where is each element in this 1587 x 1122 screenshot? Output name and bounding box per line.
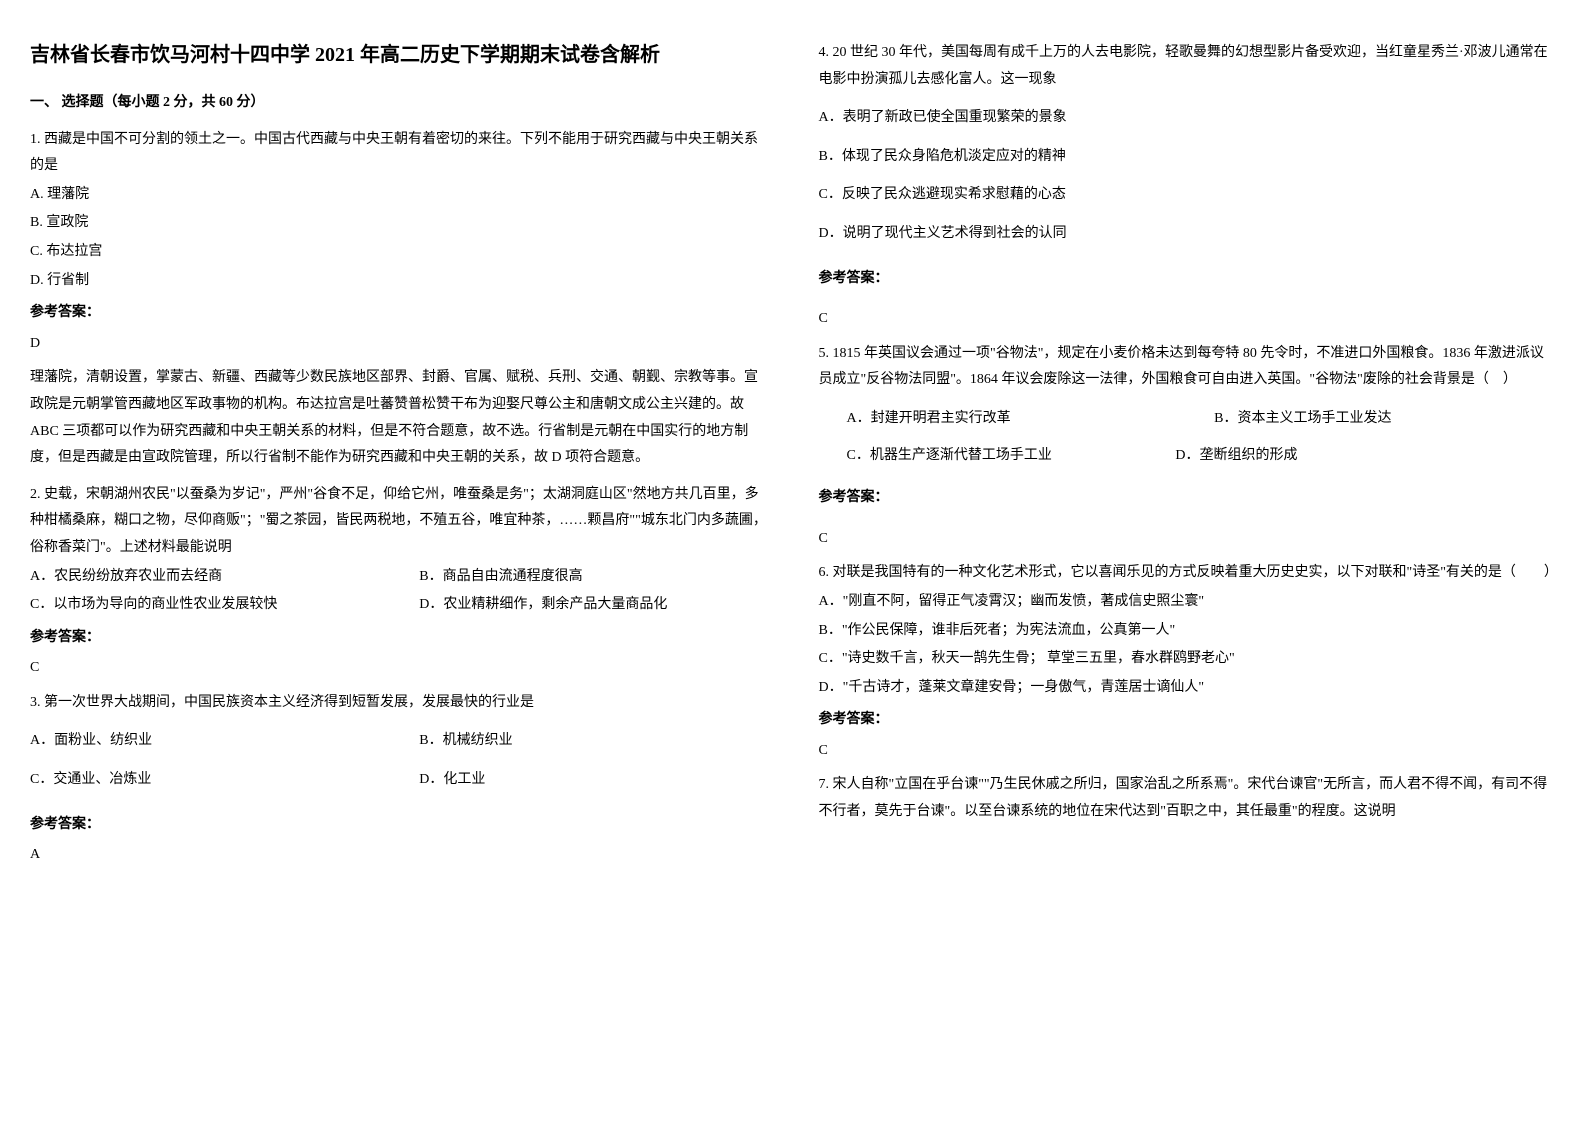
answer-label: 参考答案： — [30, 300, 769, 327]
question-5: 5. 1815 年英国议会通过一项"谷物法"，规定在小麦价格未达到每夸特 80 … — [819, 341, 1558, 553]
option-b: B．机械纺织业 — [419, 728, 768, 755]
option-c: C. 布达拉宫 — [30, 239, 769, 266]
question-text: 3. 第一次世界大战期间，中国民族资本主义经济得到短暂发展，发展最快的行业是 — [30, 690, 769, 717]
option-a: A．封建开明君主实行改革 — [847, 406, 1011, 433]
question-text: 5. 1815 年英国议会通过一项"谷物法"，规定在小麦价格未达到每夸特 80 … — [819, 341, 1558, 394]
question-2: 2. 史载，宋朝湖州农民"以蚕桑为岁记"，严州"谷食不足，仰给它州，唯蚕桑是务"… — [30, 482, 769, 682]
option-a: A．表明了新政已使全国重现繁荣的景象 — [819, 105, 1558, 132]
answer-value: C — [819, 526, 1558, 553]
answer-value: C — [30, 655, 769, 682]
option-c: C．反映了民众逃避现实希求慰藉的心态 — [819, 182, 1558, 209]
answer-value: C — [819, 738, 1558, 765]
option-d: D. 行省制 — [30, 268, 769, 295]
question-6: 6. 对联是我国特有的一种文化艺术形式，它以喜闻乐见的方式反映着重大历史史实，以… — [819, 560, 1558, 764]
option-b: B. 宣政院 — [30, 210, 769, 237]
option-d: D．说明了现代主义艺术得到社会的认同 — [819, 221, 1558, 248]
question-text: 4. 20 世纪 30 年代，美国每周有成千上万的人去电影院，轻歌曼舞的幻想型影… — [819, 40, 1558, 93]
option-b: B．体现了民众身陷危机淡定应对的精神 — [819, 144, 1558, 171]
answer-explanation: 理藩院，清朝设置，掌蒙古、新疆、西藏等少数民族地区部界、封爵、官属、赋税、兵刑、… — [30, 365, 769, 471]
option-b: B．资本主义工场手工业发达 — [1214, 406, 1391, 433]
question-text: 7. 宋人自称"立国在乎台谏""乃生民休戚之所归，国家治乱之所系焉"。宋代台谏官… — [819, 772, 1558, 825]
left-column: 吉林省长春市饮马河村十四中学 2021 年高二历史下学期期末试卷含解析 一、 选… — [30, 40, 769, 877]
answer-label: 参考答案： — [30, 625, 769, 652]
option-a: A．面粉业、纺织业 — [30, 728, 379, 755]
question-text: 1. 西藏是中国不可分割的领土之一。中国古代西藏与中央王朝有着密切的来往。下列不… — [30, 127, 769, 180]
section-header: 一、 选择题（每小题 2 分，共 60 分） — [30, 90, 769, 117]
option-c: C．"诗史数千言，秋天一鹄先生骨； 草堂三五里，春水群鸥野老心" — [819, 646, 1558, 673]
option-row: C．以市场为导向的商业性农业发展较快 D．农业精耕细作，剩余产品大量商品化 — [30, 592, 769, 619]
question-7: 7. 宋人自称"立国在乎台谏""乃生民休戚之所归，国家治乱之所系焉"。宋代台谏官… — [819, 772, 1558, 825]
option-b: B．商品自由流通程度很高 — [419, 564, 768, 591]
option-a: A. 理藩院 — [30, 182, 769, 209]
option-d: D．农业精耕细作，剩余产品大量商品化 — [419, 592, 768, 619]
answer-label: 参考答案： — [819, 707, 1558, 734]
option-row: A．农民纷纷放弃农业而去经商 B．商品自由流通程度很高 — [30, 564, 769, 591]
option-d: D．化工业 — [419, 767, 768, 794]
answer-label: 参考答案： — [819, 266, 1558, 293]
question-text: 6. 对联是我国特有的一种文化艺术形式，它以喜闻乐见的方式反映着重大历史史实，以… — [819, 560, 1558, 587]
answer-label: 参考答案： — [819, 485, 1558, 512]
answer-value: C — [819, 306, 1558, 333]
option-c: C．机器生产逐渐代替工场手工业 — [847, 443, 1052, 470]
exam-page: 吉林省长春市饮马河村十四中学 2021 年高二历史下学期期末试卷含解析 一、 选… — [30, 40, 1557, 877]
option-d: D．垄断组织的形成 — [1175, 443, 1297, 470]
question-4: 4. 20 世纪 30 年代，美国每周有成千上万的人去电影院，轻歌曼舞的幻想型影… — [819, 40, 1558, 333]
right-column: 4. 20 世纪 30 年代，美国每周有成千上万的人去电影院，轻歌曼舞的幻想型影… — [819, 40, 1558, 877]
question-3: 3. 第一次世界大战期间，中国民族资本主义经济得到短暂发展，发展最快的行业是 A… — [30, 690, 769, 869]
option-row: A．面粉业、纺织业 B．机械纺织业 — [30, 728, 769, 755]
answer-value: A — [30, 842, 769, 869]
option-a: A．农民纷纷放弃农业而去经商 — [30, 564, 379, 591]
option-row: A．封建开明君主实行改革 B．资本主义工场手工业发达 — [819, 406, 1558, 433]
exam-title: 吉林省长春市饮马河村十四中学 2021 年高二历史下学期期末试卷含解析 — [30, 40, 769, 70]
option-b: B．"作公民保障，谁非后死者；为宪法流血，公真第一人" — [819, 618, 1558, 645]
option-row: C．机器生产逐渐代替工场手工业 D．垄断组织的形成 — [819, 443, 1558, 470]
question-1: 1. 西藏是中国不可分割的领土之一。中国古代西藏与中央王朝有着密切的来往。下列不… — [30, 127, 769, 472]
option-c: C．以市场为导向的商业性农业发展较快 — [30, 592, 379, 619]
option-d: D．"千古诗才，蓬莱文章建安骨；一身傲气，青莲居士谪仙人" — [819, 675, 1558, 702]
option-a: A．"刚直不阿，留得正气凌霄汉；幽而发愤，著成信史照尘寰" — [819, 589, 1558, 616]
answer-value: D — [30, 331, 769, 358]
question-text: 2. 史载，宋朝湖州农民"以蚕桑为岁记"，严州"谷食不足，仰给它州，唯蚕桑是务"… — [30, 482, 769, 562]
option-c: C．交通业、冶炼业 — [30, 767, 379, 794]
answer-label: 参考答案： — [30, 812, 769, 839]
option-row: C．交通业、冶炼业 D．化工业 — [30, 767, 769, 794]
